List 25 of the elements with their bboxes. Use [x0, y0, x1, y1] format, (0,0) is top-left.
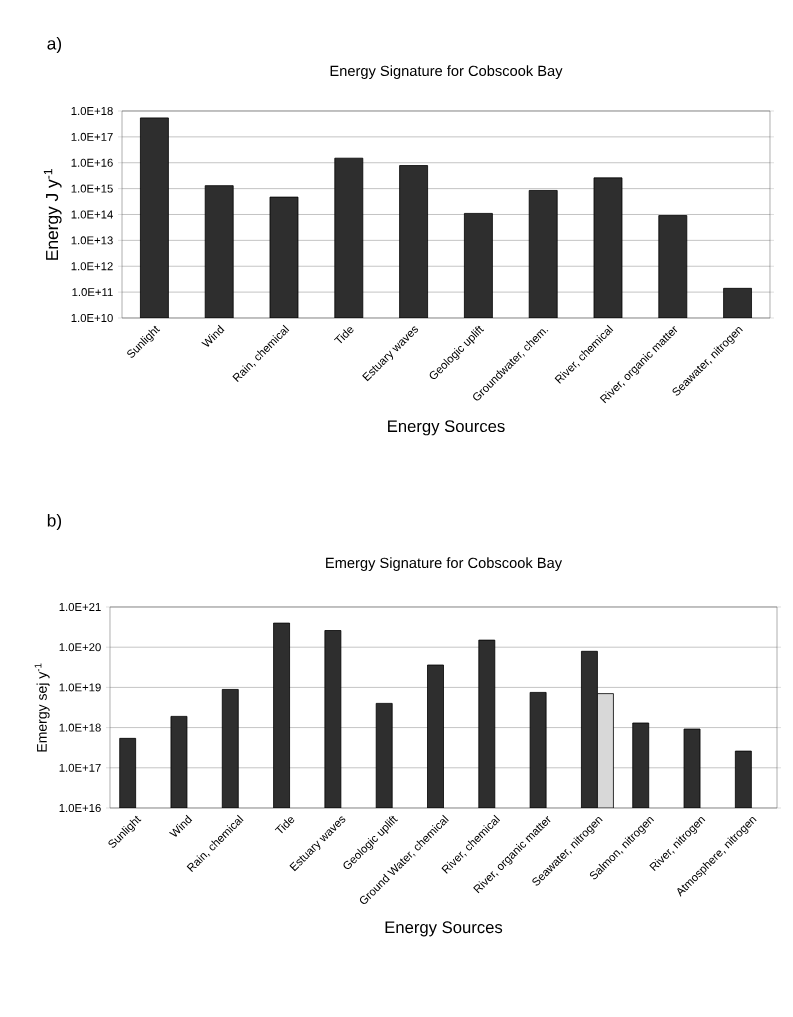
x-tick-label: Tide — [274, 817, 295, 834]
y-axis-title: Energy J y$^{-1}$ — [43, 169, 62, 260]
y-tick-label: 1.0E+12 — [71, 262, 113, 271]
y-axis-title: Emergy sej y$^{-1}$ — [34, 663, 50, 752]
y-tick-label: 1.0E+17 — [59, 763, 101, 772]
y-tick-label: 1.0E+14 — [71, 210, 113, 219]
y-tick-label: 1.0E+21 — [59, 602, 101, 611]
y-tick-label: 1.0E+20 — [59, 643, 101, 652]
text: a) — [47, 36, 62, 54]
y-tick-label: 1.0E+18 — [59, 723, 101, 732]
text: b) — [47, 513, 62, 531]
y-tick-label: 1.0E+16 — [71, 158, 113, 167]
x-axis-title: Energy Sources — [385, 921, 503, 937]
y-tick-label: 1.0E+16 — [59, 803, 101, 812]
y-tick-label: 1.0E+11 — [72, 288, 113, 297]
chart-title: Emergy Signature for Cobscook Bay — [326, 557, 563, 571]
chart-title: Energy Signature for Cobscook Bay — [330, 65, 563, 79]
y-tick-label: 1.0E+17 — [71, 132, 113, 141]
y-tick-label: 1.0E+13 — [71, 236, 113, 245]
y-tick-label: 1.0E+19 — [59, 683, 101, 692]
y-tick-label: 1.0E+18 — [71, 106, 113, 115]
y-tick-label: 1.0E+10 — [71, 313, 113, 322]
x-tick-label: Tide — [333, 327, 354, 344]
x-axis-title: Energy Sources — [388, 420, 505, 436]
y-tick-label: 1.0E+15 — [71, 184, 113, 193]
